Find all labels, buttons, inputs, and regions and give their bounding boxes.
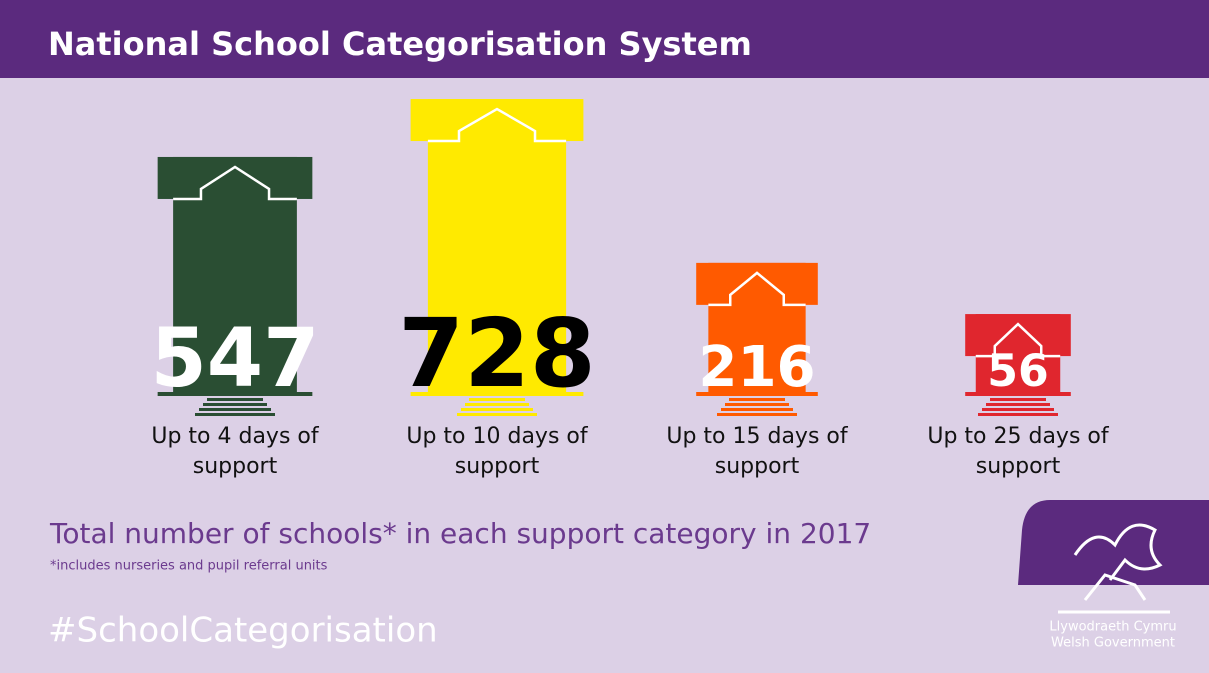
logo-text: Welsh Government [1051,636,1175,651]
step [721,408,793,411]
step [990,398,1046,401]
base-line [965,392,1071,396]
category-label: Up to 25 days of support [927,424,1109,479]
header-band [0,0,1209,78]
step [461,408,533,411]
dragon-logo [1058,523,1170,614]
step [203,403,267,406]
bar [708,262,806,392]
value-label: 728 [398,299,595,409]
step [457,413,537,416]
step [717,413,797,416]
base-line [410,392,584,396]
bar [427,99,567,392]
value-label: 216 [698,335,815,400]
pediment [975,322,1061,358]
pediment [173,165,297,201]
base-line [696,392,818,396]
category-label: Up to 4 days of support [151,424,319,479]
step [195,413,275,416]
pediment [427,107,567,143]
base-line [157,392,313,396]
footnote: *includes nurseries and pupil referral u… [50,559,328,574]
value-label: 547 [150,312,319,406]
category-label: Up to 10 days of support [406,424,588,479]
step [982,408,1054,411]
bar [173,156,297,392]
step [978,413,1058,416]
value-label: 56 [987,346,1049,397]
category-label: Up to 15 days of support [666,424,848,479]
step [465,403,529,406]
bar [975,314,1061,392]
hashtag: #SchoolCategorisation [48,611,438,651]
subtitle: Total number of schools* in each support… [49,517,871,550]
step [199,408,271,411]
step [725,403,789,406]
step [729,398,785,401]
logo-text: Llywodraeth Cymru [1049,620,1176,635]
step [986,403,1050,406]
pediment [708,271,806,307]
chart-title: National School Categorisation System [48,25,752,63]
step [469,398,525,401]
step [207,398,263,401]
footer-band [0,500,1209,585]
